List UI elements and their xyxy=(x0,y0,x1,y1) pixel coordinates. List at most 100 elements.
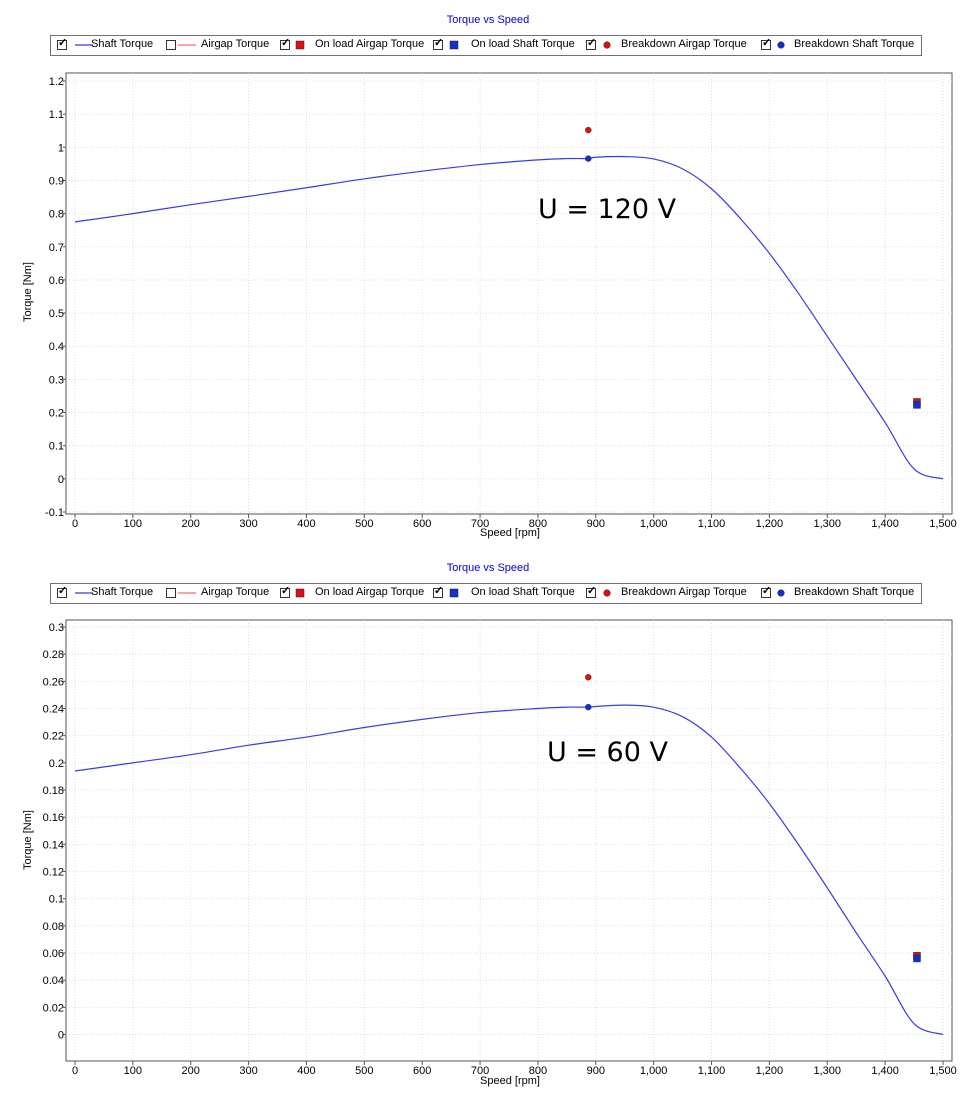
x-tick-label: 0 xyxy=(72,518,78,530)
legend-label: On load Airgap Torque xyxy=(315,38,425,50)
x-tick-label: 1,200 xyxy=(756,518,784,530)
y-tick-label: 0.5 xyxy=(49,308,64,320)
x-tick-label: 1,300 xyxy=(814,1065,842,1077)
legend-circle-icon xyxy=(603,589,611,597)
legend-label: Shaft Torque xyxy=(91,586,154,598)
y-tick-label: 0.16 xyxy=(43,812,64,824)
x-axis-label: Speed [rpm] xyxy=(480,527,540,539)
y-tick-label: 0.02 xyxy=(43,1002,64,1014)
y-axis-label: Torque [Nm] xyxy=(22,262,34,322)
y-tick-label: 0.24 xyxy=(43,704,64,716)
voltage-annotation: U = 120 V xyxy=(538,194,677,225)
x-tick-label: 1,200 xyxy=(756,1065,784,1077)
check-icon: ✓ xyxy=(587,37,597,49)
legend-swatch-icon xyxy=(178,592,196,594)
x-tick-label: 400 xyxy=(297,1065,315,1077)
y-tick-label: 0.3 xyxy=(49,374,64,386)
x-tick-label: 1,300 xyxy=(814,518,842,530)
legend-checkbox[interactable]: ✓ xyxy=(761,37,772,50)
y-tick-label: 0.18 xyxy=(43,785,64,797)
plot-area xyxy=(65,72,953,515)
check-icon: ✓ xyxy=(434,585,444,597)
legend-checkbox[interactable]: ✓ xyxy=(761,585,772,598)
check-icon: ✓ xyxy=(762,37,772,49)
check-icon: ✓ xyxy=(587,585,597,597)
check-icon: ✓ xyxy=(281,37,291,49)
check-icon: ✓ xyxy=(58,37,68,49)
x-tick-label: 1,400 xyxy=(871,1065,899,1077)
legend-checkbox[interactable]: ✓ xyxy=(57,37,68,50)
x-tick-label: 200 xyxy=(182,1065,200,1077)
y-tick-label: 0.4 xyxy=(49,341,64,353)
legend-swatch-icon xyxy=(75,592,93,594)
breakdown-marker xyxy=(585,126,592,134)
x-tick-label: 600 xyxy=(413,518,431,530)
breakdown-marker xyxy=(585,703,592,711)
y-tick-label: 0.7 xyxy=(49,242,64,254)
shaft-torque-line xyxy=(74,155,944,480)
x-tick-label: 1,000 xyxy=(640,518,668,530)
legend-label: Breakdown Shaft Torque xyxy=(794,38,915,50)
legend-checkbox[interactable]: ✓ xyxy=(57,585,67,598)
y-tick-label: 0.14 xyxy=(43,839,64,851)
legend-label: Breakdown Airgap Torque xyxy=(621,586,747,598)
y-axis-label: Torque [Nm] xyxy=(22,810,34,870)
x-tick-label: 1,500 xyxy=(929,1065,957,1077)
legend-swatch-icon xyxy=(295,40,305,50)
x-tick-label: 0 xyxy=(72,1065,78,1077)
legend-swatch-icon xyxy=(75,44,93,46)
y-tick-label: 0.8 xyxy=(49,209,64,221)
on-load-marker xyxy=(913,401,921,409)
check-icon: ✓ xyxy=(281,585,291,597)
x-tick-label: 600 xyxy=(413,1065,431,1077)
y-tick-label: 0.1 xyxy=(49,441,64,453)
legend-checkbox[interactable]: ✓ xyxy=(280,37,291,50)
legend-checkbox[interactable]: ✓ xyxy=(433,37,443,50)
x-tick-label: 1,500 xyxy=(929,518,957,530)
x-tick-label: 700 xyxy=(471,1065,489,1077)
y-tick-label: 0.06 xyxy=(43,948,64,960)
y-tick-label: 0.28 xyxy=(43,649,64,661)
legend-swatch-icon xyxy=(449,588,459,598)
y-tick-label: -0.1 xyxy=(45,507,64,519)
y-tick-label: 0.3 xyxy=(49,622,64,634)
legend-checkbox[interactable]: ✓ xyxy=(166,40,176,50)
chart-panel-1: Torque vs Speed ✓ Shaft Torque ✓ Airgap Tor… xyxy=(0,0,970,548)
legend-swatch-icon xyxy=(178,44,196,46)
y-tick-label: 0.04 xyxy=(43,975,64,987)
x-tick-label: 100 xyxy=(124,1065,142,1077)
x-tick-label: 800 xyxy=(529,518,547,530)
legend-square-icon xyxy=(449,40,459,50)
legend: ✓ Shaft Torque ✓ Airgap Torque ✓ On load Airg… xyxy=(50,583,922,604)
check-icon: ✓ xyxy=(762,585,772,597)
legend-checkbox[interactable]: ✓ xyxy=(166,588,176,598)
x-tick-label: 200 xyxy=(182,518,200,530)
legend-label: On load Shaft Torque xyxy=(471,586,575,598)
x-tick-label: 100 xyxy=(124,518,142,530)
y-tick-label: 0.6 xyxy=(49,275,64,287)
legend-checkbox[interactable]: ✓ xyxy=(280,585,291,598)
legend-swatch-icon xyxy=(603,589,611,597)
legend-checkbox[interactable]: ✓ xyxy=(586,585,597,598)
legend-label: Breakdown Airgap Torque xyxy=(621,38,747,50)
x-tick-label: 400 xyxy=(297,518,315,530)
legend: ✓ Shaft Torque ✓ Airgap Torque ✓ On load Airg… xyxy=(50,35,922,56)
y-tick-label: 0.12 xyxy=(43,867,64,879)
legend-square-icon xyxy=(295,588,305,598)
legend-checkbox[interactable]: ✓ xyxy=(433,585,444,598)
y-tick-label: 0 xyxy=(58,1030,64,1042)
y-tick-label: 0 xyxy=(58,474,64,486)
chart-title: Torque vs Speed xyxy=(446,562,530,574)
legend-checkbox[interactable]: ✓ xyxy=(586,37,597,50)
legend-swatch-icon xyxy=(295,588,305,598)
chart-title: Torque vs Speed xyxy=(446,14,530,26)
legend-swatch-icon xyxy=(603,41,611,49)
x-axis-label: Speed [rpm] xyxy=(480,1075,540,1087)
legend-label: Airgap Torque xyxy=(201,586,270,598)
voltage-annotation: U = 60 V xyxy=(547,737,668,768)
y-tick-label: 0.22 xyxy=(43,731,64,743)
legend-label: Airgap Torque xyxy=(201,38,270,50)
x-tick-label: 900 xyxy=(587,518,605,530)
